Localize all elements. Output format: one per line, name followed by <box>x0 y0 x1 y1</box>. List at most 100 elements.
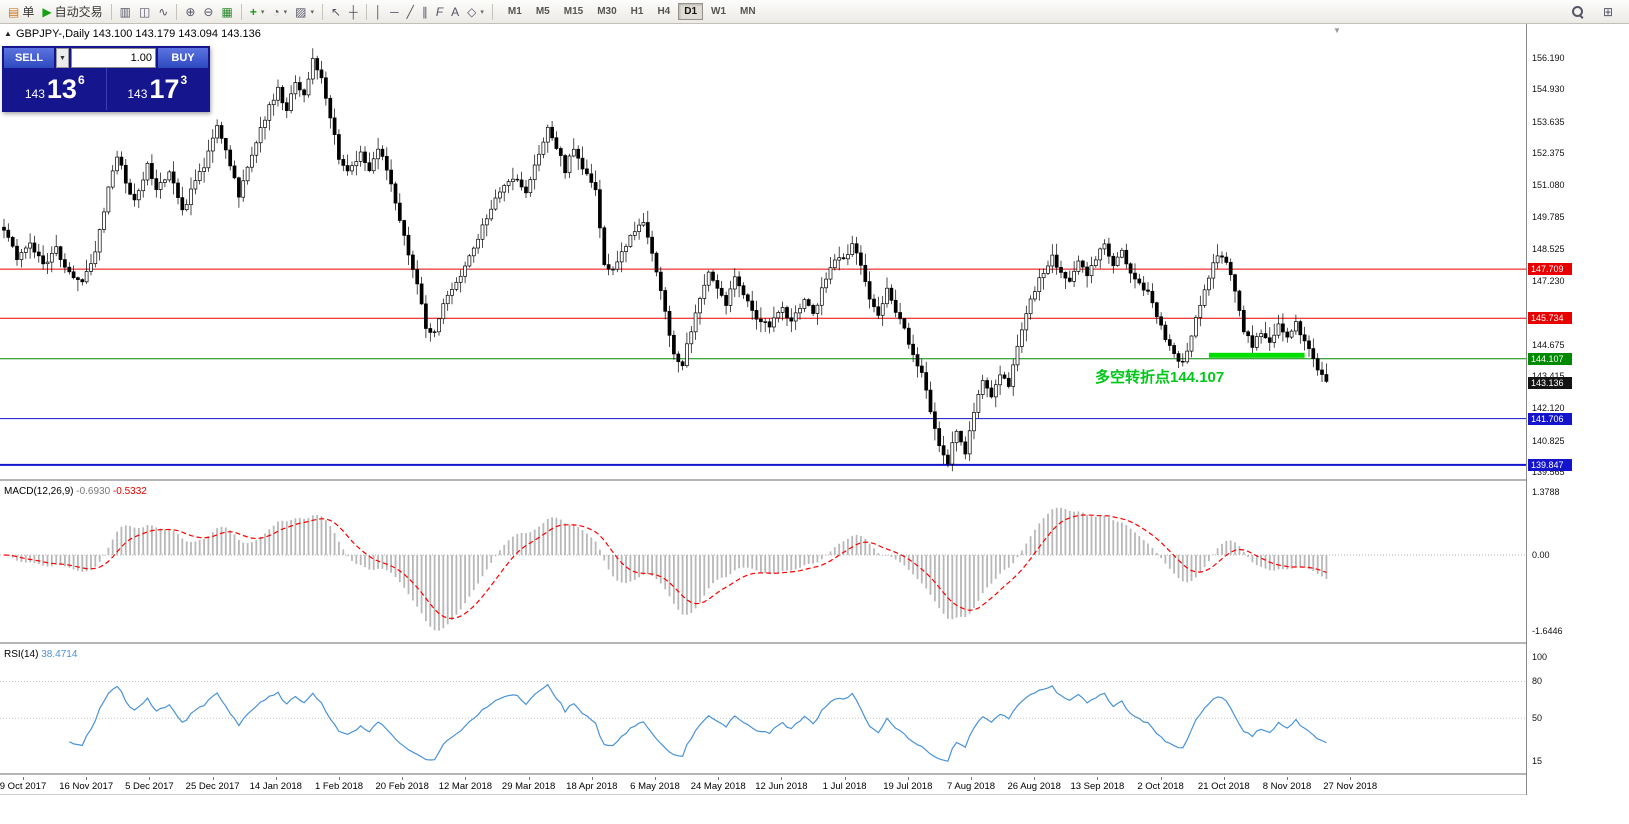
search-button[interactable] <box>1567 2 1589 22</box>
axis-tick: 0.00 <box>1532 550 1550 560</box>
crosshair-tool-button[interactable]: ┼ <box>345 2 362 22</box>
date-label: 8 Nov 2018 <box>1262 781 1312 792</box>
date-tick <box>1034 777 1036 780</box>
fibonacci-tool-button[interactable]: F <box>432 2 447 22</box>
date-tick <box>1223 777 1225 780</box>
candlestick-mode-button[interactable]: ◫ <box>135 2 154 22</box>
templates-button[interactable]: ▨ ▾ <box>291 2 318 22</box>
chevron-down-icon: ▾ <box>283 8 288 16</box>
buy-price-display[interactable]: 143 17 3 <box>105 68 209 110</box>
buy-button[interactable]: BUY <box>158 48 208 68</box>
separator <box>491 3 493 20</box>
date-label: 13 Sep 2018 <box>1070 781 1125 792</box>
date-tick <box>275 777 277 780</box>
axis-tick: 153.635 <box>1532 116 1565 127</box>
timeframe-mn[interactable]: MN <box>740 6 756 17</box>
timeframe-d1[interactable]: D1 <box>678 3 704 20</box>
date-label: 12 Jun 2018 <box>755 781 808 792</box>
buy-price-prefix: 143 <box>127 87 148 101</box>
axis-tick: 142.120 <box>1532 403 1565 414</box>
channel-tool-button[interactable]: ∥ <box>418 2 432 22</box>
timeframe-m15[interactable]: M15 <box>563 6 584 17</box>
main-chart-canvas[interactable] <box>0 24 1526 481</box>
date-label: 1 Feb 2018 <box>314 781 364 792</box>
rsi-value: 38.4714 <box>41 649 78 660</box>
tile-windows-button[interactable]: ▦ <box>217 2 236 22</box>
periods-button[interactable]: ◔ ▾ <box>268 2 291 22</box>
price-axis[interactable]: 156.190 154.930 153.635 152.375 151.080 149.7… <box>1526 24 1629 795</box>
sell-button[interactable]: SELL <box>4 48 54 68</box>
zoom-in-icon: ⊕ <box>185 4 196 19</box>
text-tool-button[interactable]: A <box>447 2 463 22</box>
new-window-button[interactable]: ⊞ <box>1599 2 1617 22</box>
macd-label: MACD(12,26,9) <box>4 486 74 497</box>
date-tick <box>1160 777 1162 780</box>
timeframe-w1[interactable]: W1 <box>711 6 727 17</box>
bar-chart-mode-button[interactable]: ▥ <box>116 2 135 22</box>
timeframe-h4[interactable]: H4 <box>657 6 671 17</box>
zoom-in-button[interactable]: ⊕ <box>181 2 199 22</box>
date-label: 16 Nov 2017 <box>59 781 114 792</box>
axis-tick: 154.930 <box>1532 84 1565 95</box>
axis-tick: 139.565 <box>1532 466 1565 477</box>
timeframe-m5[interactable]: M5 <box>535 6 550 17</box>
horizontal-line-icon: ─ <box>390 4 399 19</box>
horizontal-line-tool-button[interactable]: ─ <box>386 2 403 22</box>
date-tick <box>339 777 340 780</box>
axis-tick: -1.6446 <box>1532 625 1563 636</box>
play-icon: ▶ <box>42 4 52 19</box>
tile-windows-icon: ▦ <box>221 4 233 19</box>
chevron-down-icon: ▾ <box>260 8 265 16</box>
date-label: 6 May 2018 <box>630 781 680 792</box>
volume-dropdown[interactable]: ▼ <box>56 48 69 68</box>
date-tick <box>971 777 972 780</box>
time-axis[interactable]: 9 Oct 2017 16 Nov 2017 5 Dec 2017 25 Dec 20… <box>0 777 1526 795</box>
date-tick <box>1350 777 1352 780</box>
indicators-button[interactable]: + ▾ <box>246 2 269 22</box>
rsi-panel[interactable]: RSI(14) 38.4714 <box>0 646 1526 775</box>
sell-price-display[interactable]: 143 13 6 <box>4 68 106 110</box>
timeframe-h1[interactable]: H1 <box>630 6 644 17</box>
auto-trading-button[interactable]: ▶ 自动交易 <box>38 2 106 22</box>
date-label: 1 Jul 2018 <box>822 781 867 792</box>
text-tool-icon: A <box>451 4 460 19</box>
price-tag: 139.847 <box>1528 458 1572 471</box>
new-order-icon: ▤ <box>8 4 20 19</box>
macd-canvas[interactable] <box>0 483 1526 644</box>
axis-tick: 152.375 <box>1532 147 1565 158</box>
template-icon: ▨ <box>295 4 307 19</box>
main-toolbar: ▤ 单 ▶ 自动交易 ▥ ◫ ∿ ⊕ ⊖ ▦ + ▾ ◔ ▾ ▨ ▾ ↖ ┼ │ ─ … <box>0 0 1629 24</box>
macd-value-main: -0.6930 <box>76 486 111 497</box>
cursor-tool-button[interactable]: ↖ <box>327 2 345 22</box>
quote-panel-collapse[interactable]: ▲ <box>4 29 12 38</box>
date-label: 27 Nov 2018 <box>1323 781 1378 792</box>
trendline-tool-button[interactable]: ╱ <box>403 2 418 22</box>
separator <box>365 3 367 20</box>
timeframe-m30[interactable]: M30 <box>597 6 617 17</box>
macd-panel[interactable]: MACD(12,26,9) -0.6930 -0.5332 <box>0 483 1526 644</box>
date-tick <box>528 777 530 780</box>
line-chart-mode-button[interactable]: ∿ <box>154 2 172 22</box>
date-tick <box>23 777 24 780</box>
chevron-down-icon: ▾ <box>310 8 314 16</box>
zoom-out-icon: ⊖ <box>203 4 214 19</box>
chart-shift-marker[interactable]: ▼ <box>1333 26 1341 35</box>
timeframe-m1[interactable]: M1 <box>507 6 522 17</box>
candlestick-icon: ◫ <box>138 4 151 19</box>
new-order-label: 单 <box>22 5 35 19</box>
vertical-line-tool-button[interactable]: │ <box>371 2 387 22</box>
date-label: 7 Aug 2018 <box>946 781 996 792</box>
date-tick <box>591 777 593 780</box>
axis-tick: 140.825 <box>1532 435 1565 446</box>
zoom-out-button[interactable]: ⊖ <box>199 2 217 22</box>
rsi-title: RSI(14) 38.4714 <box>4 649 77 660</box>
axis-tick: 15 <box>1532 755 1543 766</box>
toolbar-right: ⊞ <box>1567 2 1625 22</box>
rsi-canvas[interactable] <box>0 646 1526 775</box>
shapes-tool-button[interactable]: ◇ ▾ <box>463 2 488 22</box>
date-label: 19 Jul 2018 <box>883 781 933 792</box>
shapes-icon: ◇ <box>467 4 477 19</box>
main-chart-panel[interactable]: ▲ GBPJPY-,Daily 143.100 143.179 143.094 … <box>0 24 1526 481</box>
volume-input[interactable] <box>71 48 156 68</box>
new-order-button[interactable]: ▤ 单 <box>4 2 38 22</box>
